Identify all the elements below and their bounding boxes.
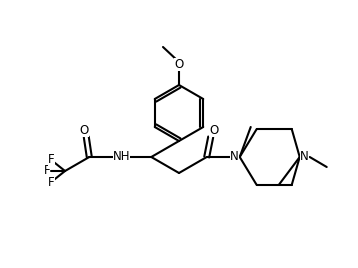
Text: O: O xyxy=(174,58,184,70)
Text: F: F xyxy=(48,153,54,166)
Text: O: O xyxy=(209,124,218,136)
Text: O: O xyxy=(80,124,89,136)
Text: N: N xyxy=(300,151,309,163)
Text: N: N xyxy=(230,151,239,163)
Text: F: F xyxy=(48,176,54,189)
Text: F: F xyxy=(44,165,50,177)
Text: NH: NH xyxy=(112,151,130,163)
